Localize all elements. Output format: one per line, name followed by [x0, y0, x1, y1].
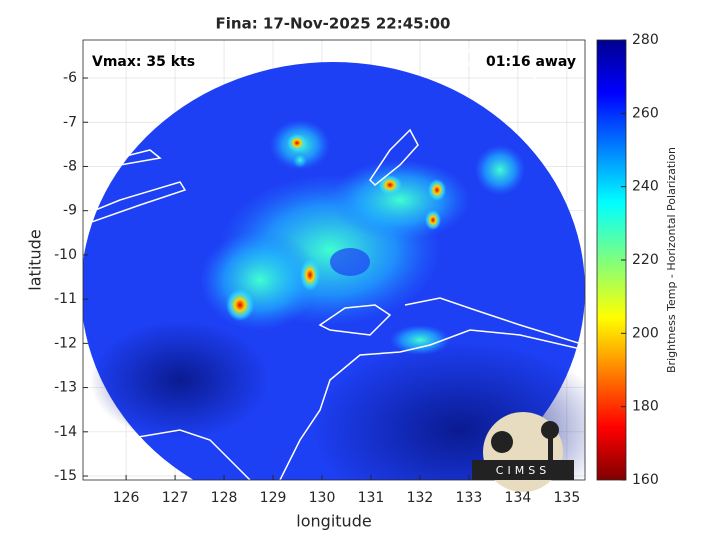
x-tick-label: 127 [162, 490, 189, 506]
y-tick-label: -13 [54, 380, 77, 396]
y-tick-label: -14 [54, 424, 77, 440]
y-tick-label: -7 [63, 114, 77, 130]
colorbar-tick-label: 280 [632, 32, 659, 48]
y-tick-label: -15 [54, 468, 77, 484]
x-tick-label: 133 [456, 490, 483, 506]
x-axis-label: longitude [296, 512, 371, 531]
y-tick-label: -8 [63, 158, 77, 174]
y-tick-label: -6 [63, 70, 77, 86]
x-tick-label: 128 [211, 490, 238, 506]
x-tick-label: 135 [554, 490, 581, 506]
colorbar-label: Brightness Temp - Horizontal Polarizatio… [665, 147, 678, 373]
vmax-label: Vmax: 35 kts [92, 54, 195, 70]
colorbar-tick-label: 180 [632, 399, 659, 415]
away-label: 01:16 away [486, 54, 576, 70]
x-tick-label: 134 [505, 490, 532, 506]
title: Fina: 17-Nov-2025 22:45:00 [216, 15, 451, 33]
y-tick-label: -10 [54, 247, 77, 263]
logo-text: CIMSS [496, 464, 550, 477]
y-tick-label: -9 [63, 203, 77, 219]
y-tick-label: -11 [54, 291, 77, 307]
x-tick-label: 129 [260, 490, 287, 506]
y-tick-label: -12 [54, 335, 77, 351]
colorbar-tick-label: 240 [632, 179, 659, 195]
cimss-logo: CIMSS [472, 412, 574, 492]
x-tick-label: 126 [113, 490, 140, 506]
x-tick-label: 131 [358, 490, 385, 506]
x-tick-label: 132 [407, 490, 434, 506]
colorbar-tick-label: 260 [632, 105, 659, 121]
colorbar-tick-label: 200 [632, 325, 659, 341]
x-tick-label: 130 [309, 490, 336, 506]
y-axis-label: latitude [26, 229, 45, 290]
plot-frame [82, 39, 586, 481]
colorbar-tick-label: 160 [632, 472, 659, 488]
colorbar-tick-label: 220 [632, 252, 659, 268]
